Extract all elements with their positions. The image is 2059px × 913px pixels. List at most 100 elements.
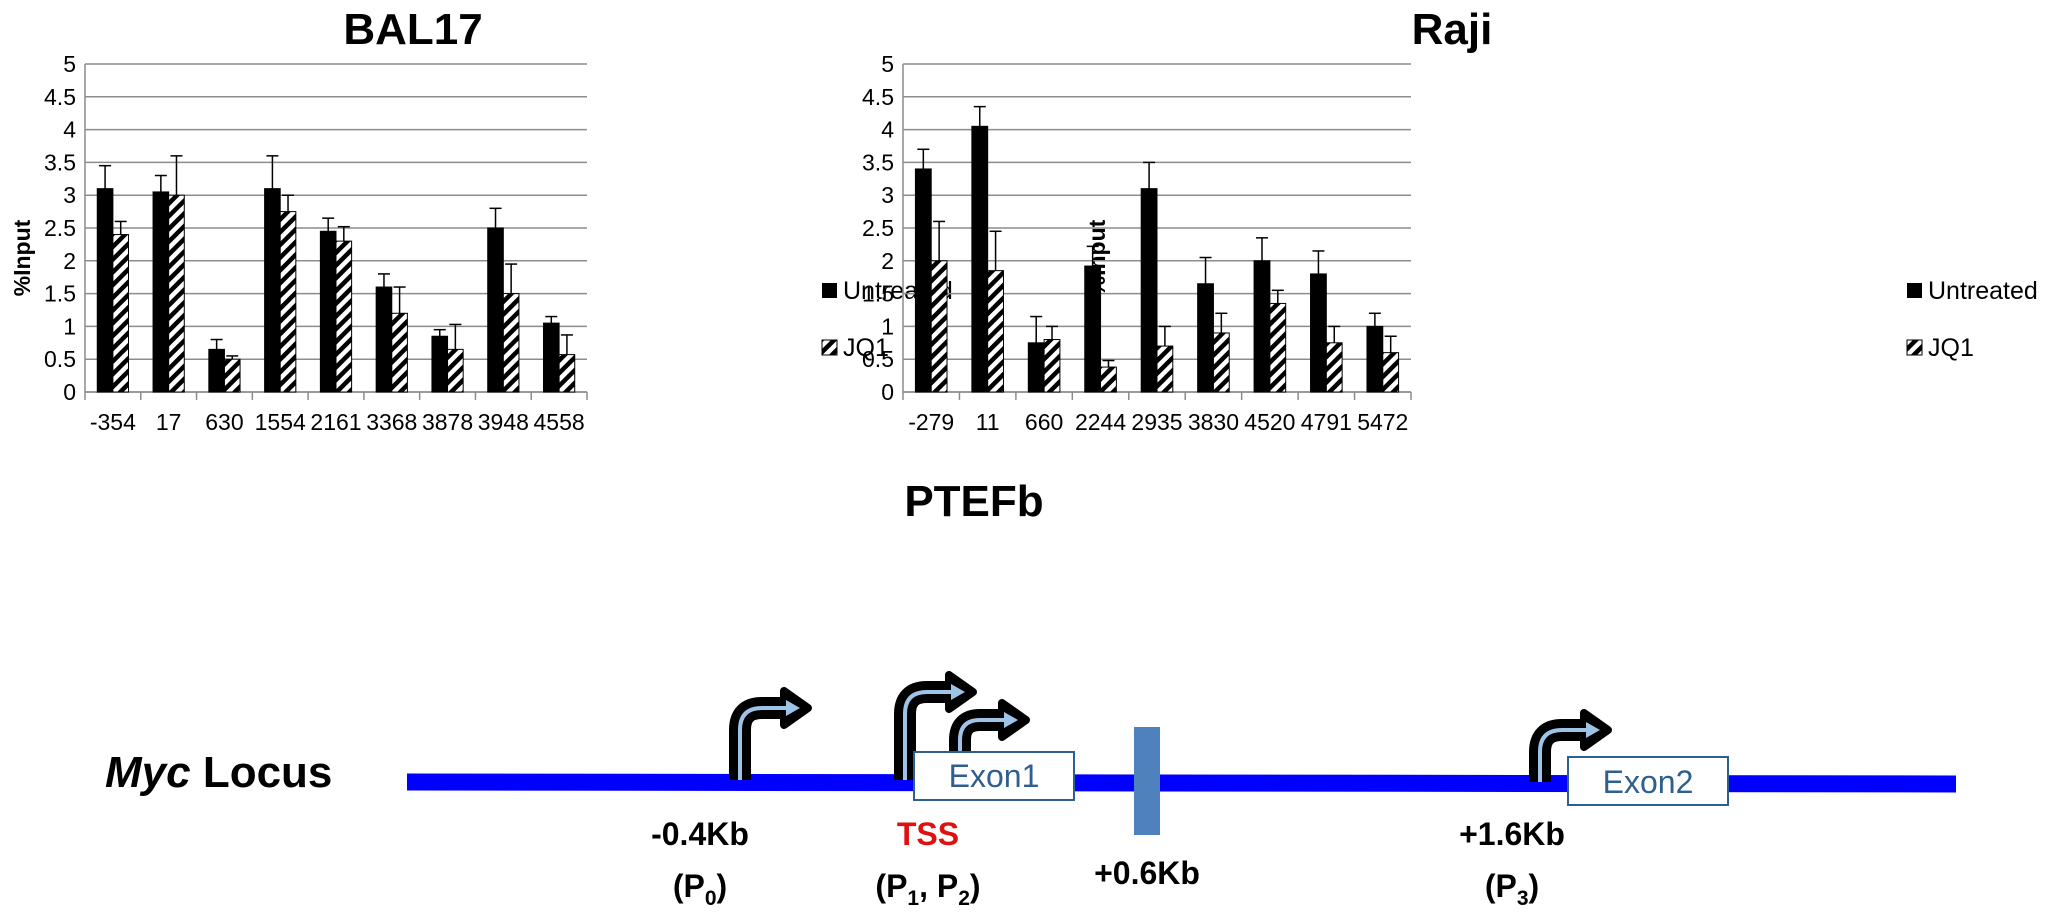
- y-tick-label: 3.5: [862, 149, 894, 175]
- myc-locus-diagram: Myc Locus Ex: [105, 671, 1957, 910]
- legend-swatch-untreated: [822, 283, 837, 298]
- bar-untreated: [1027, 342, 1045, 393]
- x-tick-label: 3830: [1188, 409, 1239, 435]
- bar-jq1: [1100, 366, 1117, 393]
- y-tick-label: 2.5: [44, 215, 76, 241]
- bar-jq1: [1382, 352, 1400, 393]
- y-tick-label: 4: [881, 117, 894, 143]
- y-tick-label: 0: [881, 379, 894, 405]
- p1-p2-name-label: (P1, P2): [875, 868, 980, 910]
- y-tick-label: 4.5: [44, 84, 76, 110]
- legend-swatch-jq1: [821, 339, 838, 356]
- y-tick-label: 1.5: [862, 281, 894, 307]
- bar-jq1: [502, 293, 520, 393]
- bar-untreated: [1140, 188, 1158, 393]
- promoter-p0-arrow-icon: [729, 687, 812, 780]
- y-tick-label: 0.5: [862, 346, 894, 372]
- bar-untreated: [375, 286, 393, 393]
- x-tick-label: 4791: [1301, 409, 1352, 435]
- legend-label-untreated: Untreated: [1928, 277, 2038, 305]
- y-axis-label: %Input: [9, 219, 35, 296]
- p0-name-label: (P0): [673, 868, 727, 910]
- x-tick-label: 2161: [310, 409, 361, 435]
- x-tick-label: 17: [156, 409, 182, 435]
- bar-untreated: [1253, 260, 1271, 393]
- x-tick-label: 2935: [1131, 409, 1182, 435]
- legend-swatch-untreated: [1907, 283, 1922, 298]
- locus-label: Myc Locus: [105, 748, 332, 797]
- x-tick-label: 3878: [422, 409, 473, 435]
- ptefb-label: PTEFb: [904, 477, 1043, 526]
- x-tick-label: 3948: [478, 409, 529, 435]
- y-tick-label: 2.5: [862, 215, 894, 241]
- bar-untreated: [152, 191, 170, 393]
- y-tick-label: 3.5: [44, 149, 76, 175]
- locus-word: Locus: [191, 748, 333, 797]
- y-tick-label: 0.5: [44, 346, 76, 372]
- y-tick-label: 0: [63, 379, 76, 405]
- bar-untreated: [971, 125, 989, 393]
- y-tick-label: 1: [881, 313, 894, 339]
- x-tick-label: 4520: [1244, 409, 1295, 435]
- bar-jq1: [1269, 302, 1287, 393]
- x-tick-label: 4558: [534, 409, 585, 435]
- bar-jq1: [1212, 332, 1230, 393]
- bar-untreated: [1084, 265, 1102, 393]
- p0-position-label: -0.4Kb: [651, 816, 749, 852]
- bar-untreated: [542, 322, 560, 393]
- legend-label-jq1: JQ1: [843, 334, 889, 362]
- bar-untreated: [914, 168, 932, 393]
- bar-jq1: [168, 194, 185, 393]
- p3-name-label: (P3): [1485, 868, 1539, 910]
- bar-untreated: [487, 227, 504, 393]
- legend: Untreated JQ1: [1906, 277, 2038, 362]
- regulatory-element: [1134, 727, 1160, 835]
- legend-swatch-jq1: [1906, 339, 1923, 356]
- bar-jq1: [335, 240, 353, 393]
- tss-label: TSS: [897, 816, 959, 852]
- exon2-label: Exon2: [1603, 764, 1694, 800]
- promoter-p3-arrow-icon: [1529, 709, 1612, 782]
- chart-title: BAL17: [343, 5, 482, 54]
- x-tick-label: 11: [976, 409, 1000, 435]
- bar-untreated: [431, 335, 449, 393]
- bar-untreated: [319, 230, 337, 393]
- promoter-p1-arrow-icon: [894, 671, 977, 780]
- plot-area: 0 0.5 1 1.5 2 2.5 3 3.5 4 4.5 5 -279 11 660 2244 2935 38…: [862, 51, 1412, 435]
- x-tick-label: 3368: [366, 409, 417, 435]
- bar-jq1: [223, 358, 241, 393]
- element-position-label: +0.6Kb: [1094, 855, 1200, 891]
- x-tick-label: 5472: [1357, 409, 1408, 435]
- locus-gene-name: Myc: [105, 748, 191, 797]
- x-tick-label: -354: [90, 409, 136, 435]
- y-tick-label: 3: [63, 182, 76, 208]
- y-tick-label: 4.5: [862, 84, 894, 110]
- y-tick-label: 5: [881, 51, 894, 77]
- bar-untreated: [264, 188, 281, 393]
- plot-area: 0 0.5 1 1.5 2 2.5 3 3.5 4 4.5 5 -354 17 630 1554 2161 33…: [44, 51, 588, 435]
- bar-untreated: [1197, 283, 1214, 393]
- chart-raji: Raji %Input 00.511.522.533.544.55-279 11 6…: [862, 5, 2038, 435]
- exon2-box: Exon2: [1567, 756, 1729, 806]
- bar-jq1: [391, 312, 408, 393]
- x-tick-label: 2244: [1075, 409, 1126, 435]
- bar-jq1: [112, 234, 130, 393]
- bar-jq1: [558, 354, 576, 393]
- x-tick-label: -279: [908, 409, 954, 435]
- bar-untreated: [1310, 273, 1327, 393]
- x-tick-label: 1554: [255, 409, 306, 435]
- exon1-label: Exon1: [949, 758, 1040, 794]
- legend-label-jq1: JQ1: [1928, 334, 1974, 362]
- y-tick-label: 3: [881, 182, 894, 208]
- x-tick-label: 660: [1025, 409, 1063, 435]
- y-tick-label: 4: [63, 117, 76, 143]
- x-tick-label: 630: [205, 409, 243, 435]
- exon1-box: Exon1: [913, 751, 1075, 801]
- bar-jq1: [1325, 342, 1343, 393]
- y-tick-label: 1.5: [44, 281, 76, 307]
- bar-jq1: [987, 270, 1004, 393]
- y-tick-label: 5: [63, 51, 76, 77]
- bar-jq1: [1043, 339, 1061, 393]
- bar-untreated: [1366, 325, 1384, 393]
